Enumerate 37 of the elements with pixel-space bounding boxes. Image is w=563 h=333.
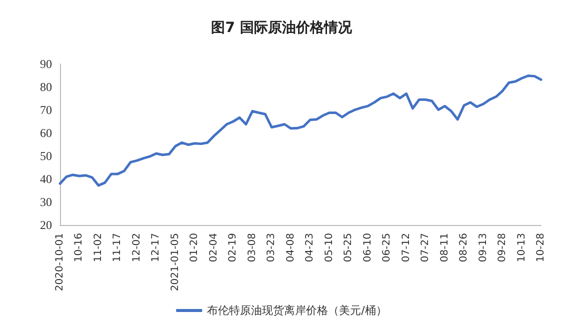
x-tick-label: 10-13 xyxy=(516,233,528,262)
y-tick-label: 40 xyxy=(40,172,52,186)
x-tick-label: 02-04 xyxy=(208,233,220,262)
x-tick-label: 03-23 xyxy=(266,233,278,262)
chart-title: 图7 国际原油价格情况 xyxy=(211,20,353,36)
x-tick-label: 04-08 xyxy=(285,233,296,262)
x-tick-label: 08-26 xyxy=(458,233,470,262)
x-tick-label: 04-23 xyxy=(304,233,316,262)
x-tick-label: 08-11 xyxy=(439,233,450,262)
y-tick-label: 80 xyxy=(40,80,52,94)
y-tick-label: 20 xyxy=(40,218,52,232)
x-tick-label: 12-17 xyxy=(150,233,162,262)
x-tick-label: 02-19 xyxy=(228,233,239,262)
x-tick-label: 11-17 xyxy=(112,233,124,262)
legend-label: 布伦特原油现货离岸价格（美元/桶） xyxy=(207,304,387,317)
y-tick-label: 50 xyxy=(40,149,52,163)
y-tick-label: 30 xyxy=(40,195,52,209)
x-tick-label: 11-02 xyxy=(92,233,104,262)
x-tick-label: 10-28 xyxy=(536,233,546,262)
x-tick-label: 06-25 xyxy=(382,233,393,262)
y-tick-label: 60 xyxy=(40,126,52,140)
x-tick-label: 05-25 xyxy=(343,233,354,262)
line-series xyxy=(58,74,542,187)
x-tick-label: 07-12 xyxy=(400,233,412,262)
x-tick-label: 03-08 xyxy=(246,233,258,262)
x-tick-label: 10-16 xyxy=(74,233,85,262)
x-tick-label: 12-02 xyxy=(131,233,142,262)
x-tick-label: 01-20 xyxy=(189,233,200,262)
x-tick-label: 2021-01-05 xyxy=(170,233,181,292)
x-tick-label: 2020-10-01 xyxy=(54,233,66,292)
x-tick-label: 06-10 xyxy=(362,233,374,262)
x-tick-label: 09-13 xyxy=(478,233,489,262)
x-tick-label: 05-10 xyxy=(324,233,335,262)
x-tick-label: 09-28 xyxy=(497,233,508,262)
x-tick-label: 07-27 xyxy=(420,233,432,262)
y-tick-label: 90 xyxy=(40,57,52,71)
y-tick-label: 70 xyxy=(40,103,52,117)
